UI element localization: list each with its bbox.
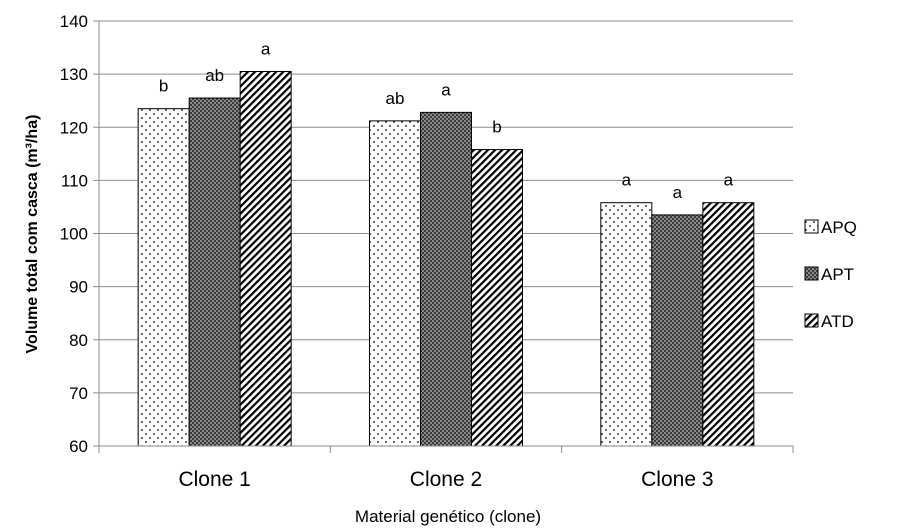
y-tick-label: 100 <box>60 225 88 244</box>
y-tick-label: 60 <box>69 437 88 456</box>
data-label: b <box>159 77 168 96</box>
y-tick-label: 130 <box>60 65 88 84</box>
data-label: a <box>724 171 734 190</box>
data-label: a <box>441 80 451 99</box>
x-axis-categories: Clone 1 Clone 2 Clone 3 <box>178 468 713 491</box>
bar-apt <box>420 111 472 447</box>
data-label: a <box>622 171 632 190</box>
bar-apt <box>651 214 704 447</box>
legend-swatch-apq <box>804 219 819 234</box>
legend: APQ APT ATD <box>804 218 857 331</box>
data-label: ab <box>386 89 405 108</box>
data-label: ab <box>205 66 224 85</box>
axes <box>98 21 794 453</box>
y-axis-ticks: 60 70 80 90 100 110 120 130 140 <box>60 12 99 456</box>
y-tick-label: 110 <box>61 171 88 190</box>
x-tick-label: Clone 3 <box>641 468 713 491</box>
legend-label: APT <box>821 265 854 284</box>
y-tick-label: 120 <box>60 118 88 137</box>
data-label: a <box>673 183 683 202</box>
bars <box>137 70 755 447</box>
bar-apq <box>369 120 421 447</box>
legend-swatch-apt <box>804 266 819 281</box>
data-label: b <box>492 118 501 137</box>
bar-atd <box>239 70 292 447</box>
x-tick-label: Clone 1 <box>178 468 250 491</box>
legend-label: ATD <box>821 312 854 331</box>
bar-atd <box>702 202 755 447</box>
y-tick-label: 90 <box>69 278 88 297</box>
bar-apt <box>188 97 241 447</box>
y-tick-label: 80 <box>69 331 88 350</box>
y-axis-title: Volume total com casca (m³/ha) <box>24 115 41 354</box>
x-axis-title: Material genético (clone) <box>355 507 541 526</box>
legend-label: APQ <box>821 218 857 237</box>
x-tick-label: Clone 2 <box>410 468 482 491</box>
bar-apq <box>137 108 190 447</box>
y-tick-label: 70 <box>69 384 88 403</box>
bar-apq <box>600 202 653 447</box>
legend-swatch-atd <box>804 313 819 328</box>
bar-atd <box>471 149 523 447</box>
y-tick-label: 140 <box>60 12 88 31</box>
data-label: a <box>261 39 271 58</box>
